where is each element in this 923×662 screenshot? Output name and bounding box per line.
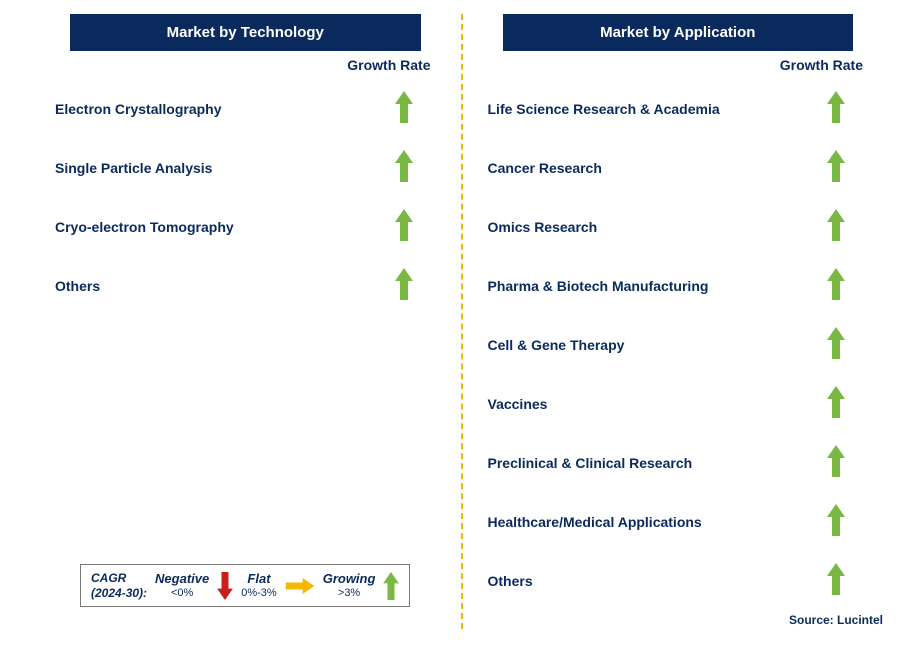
arrow-up-icon (827, 268, 845, 305)
legend-cagr-line1: CAGR (91, 571, 147, 585)
row-label: Others (488, 572, 533, 590)
source-label: Source: Lucintel (789, 613, 883, 627)
list-item: Cancer Research (483, 150, 874, 187)
list-item: Others (50, 268, 441, 305)
list-item: Pharma & Biotech Manufacturing (483, 268, 874, 305)
row-label: Preclinical & Clinical Research (488, 454, 693, 472)
arrow-up-icon (395, 91, 413, 128)
right-rows: Life Science Research & Academia Cancer R… (483, 91, 874, 622)
legend-flat-range: 0%-3% (241, 587, 276, 600)
arrow-up-icon (827, 91, 845, 128)
arrow-up-icon (395, 268, 413, 305)
arrow-down-icon (217, 572, 233, 600)
row-label: Others (55, 277, 100, 295)
arrow-up-icon (827, 327, 845, 364)
list-item: Cryo-electron Tomography (50, 209, 441, 246)
row-label: Electron Crystallography (55, 100, 222, 118)
list-item: Preclinical & Clinical Research (483, 445, 874, 482)
legend-cagr-line2: (2024-30): (91, 586, 147, 600)
list-item: Omics Research (483, 209, 874, 246)
legend-negative-range: <0% (171, 587, 193, 600)
arrow-up-icon (827, 386, 845, 423)
left-growth-rate-label: Growth Rate (50, 57, 441, 73)
arrow-right-icon (285, 578, 315, 594)
arrow-up-icon (395, 150, 413, 187)
list-item: Healthcare/Medical Applications (483, 504, 874, 541)
legend-flat: Flat 0%-3% (241, 571, 276, 600)
legend-growing-label: Growing (323, 571, 376, 587)
list-item: Single Particle Analysis (50, 150, 441, 187)
arrow-up-icon (395, 209, 413, 246)
list-item: Electron Crystallography (50, 91, 441, 128)
row-label: Healthcare/Medical Applications (488, 513, 702, 531)
row-label: Single Particle Analysis (55, 159, 212, 177)
legend-cagr: CAGR (2024-30): (91, 571, 147, 600)
row-label: Cell & Gene Therapy (488, 336, 625, 354)
right-column: Market by Application Growth Rate Life S… (463, 14, 894, 662)
row-label: Omics Research (488, 218, 598, 236)
legend-flat-label: Flat (247, 571, 270, 587)
row-label: Life Science Research & Academia (488, 100, 720, 118)
arrow-up-icon (827, 563, 845, 600)
arrow-up-icon (827, 504, 845, 541)
list-item: Others (483, 563, 874, 600)
right-growth-rate-label: Growth Rate (483, 57, 874, 73)
arrow-up-icon (827, 209, 845, 246)
arrow-up-icon (383, 572, 399, 600)
legend-negative: Negative <0% (155, 571, 209, 600)
left-rows: Electron Crystallography Single Particle … (50, 91, 441, 327)
legend-negative-label: Negative (155, 571, 209, 587)
legend-box: CAGR (2024-30): Negative <0% Flat 0%-3% … (80, 564, 410, 607)
legend-growing-range: >3% (338, 587, 360, 600)
legend-growing: Growing >3% (323, 571, 376, 600)
row-label: Vaccines (488, 395, 548, 413)
list-item: Life Science Research & Academia (483, 91, 874, 128)
arrow-up-icon (827, 445, 845, 482)
right-panel-header: Market by Application (503, 14, 854, 51)
row-label: Pharma & Biotech Manufacturing (488, 277, 709, 295)
row-label: Cancer Research (488, 159, 602, 177)
arrow-up-icon (827, 150, 845, 187)
row-label: Cryo-electron Tomography (55, 218, 234, 236)
list-item: Vaccines (483, 386, 874, 423)
left-panel-header: Market by Technology (70, 14, 421, 51)
list-item: Cell & Gene Therapy (483, 327, 874, 364)
